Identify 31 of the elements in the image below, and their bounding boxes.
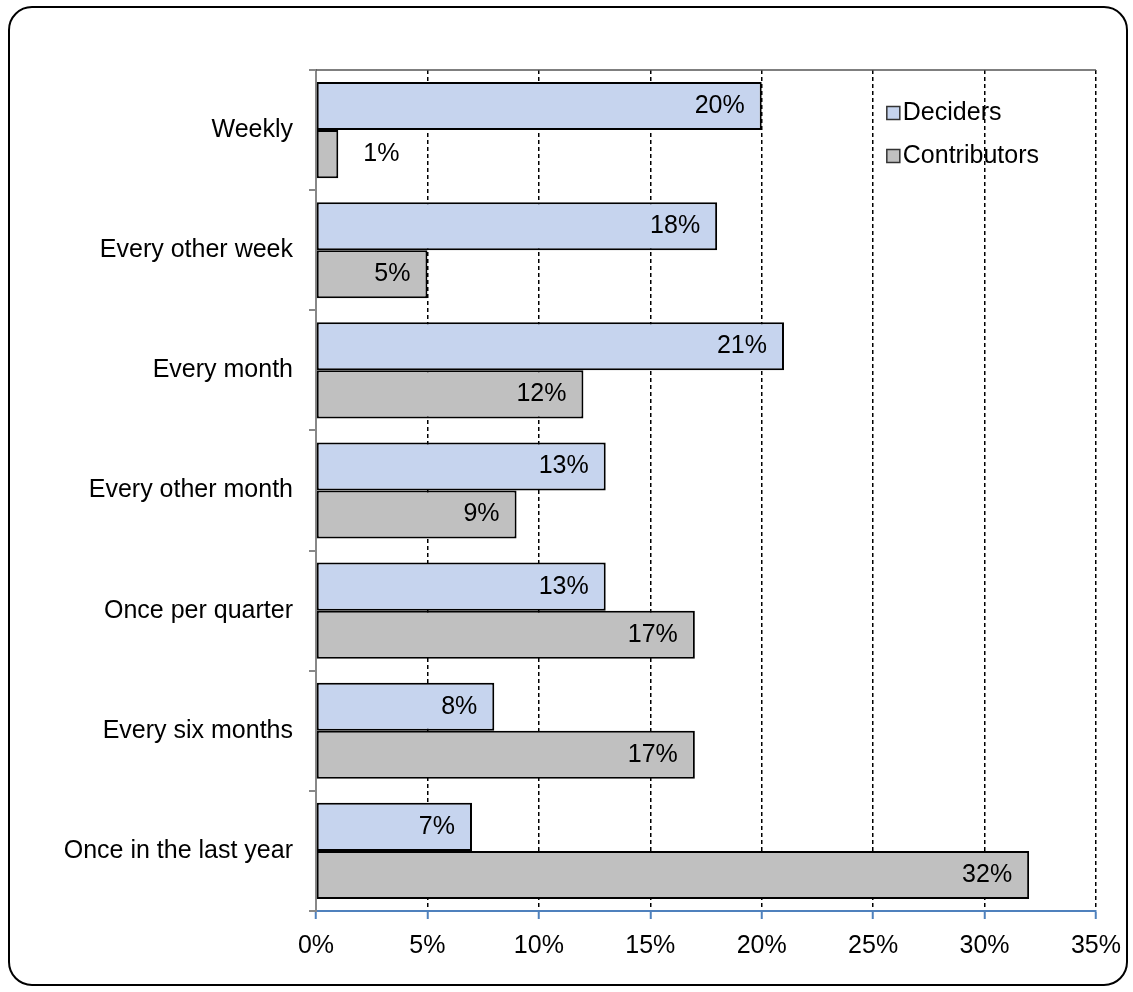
x-tick-label: 15%	[625, 929, 676, 958]
data-label: 12%	[516, 378, 567, 407]
x-tick-label: 10%	[513, 929, 564, 958]
data-label: 13%	[538, 450, 589, 479]
data-label: 21%	[716, 330, 767, 359]
data-label: 17%	[627, 738, 678, 767]
x-tick-label: 25%	[848, 929, 899, 958]
y-tick-label: Every month	[152, 354, 293, 383]
data-label: 8%	[441, 690, 478, 719]
data-label: 1%	[363, 137, 400, 166]
y-tick-label: Once in the last year	[63, 834, 293, 863]
y-tick-label: Once per quarter	[104, 594, 293, 623]
y-tick-label: Weekly	[211, 113, 294, 142]
data-label: 7%	[418, 810, 455, 839]
x-tick-label: 0%	[297, 929, 335, 958]
data-label: 9%	[463, 498, 500, 527]
x-tick-label: 20%	[736, 929, 787, 958]
legend-label: Deciders	[902, 96, 1002, 125]
data-label: 32%	[962, 858, 1013, 887]
legend-label: Contributors	[902, 139, 1039, 168]
data-label: 18%	[650, 210, 701, 239]
y-tick-label: Every six months	[102, 714, 293, 743]
x-tick-label: 30%	[959, 929, 1010, 958]
y-tick-label: Every other month	[88, 474, 293, 503]
x-tick-label: 5%	[409, 929, 446, 958]
data-label: 13%	[538, 570, 589, 599]
data-label: 5%	[374, 258, 411, 287]
data-label: 20%	[694, 89, 745, 118]
data-label: 17%	[627, 618, 678, 647]
y-tick-label: Every other week	[99, 234, 294, 263]
x-tick-label: 35%	[1070, 929, 1122, 958]
